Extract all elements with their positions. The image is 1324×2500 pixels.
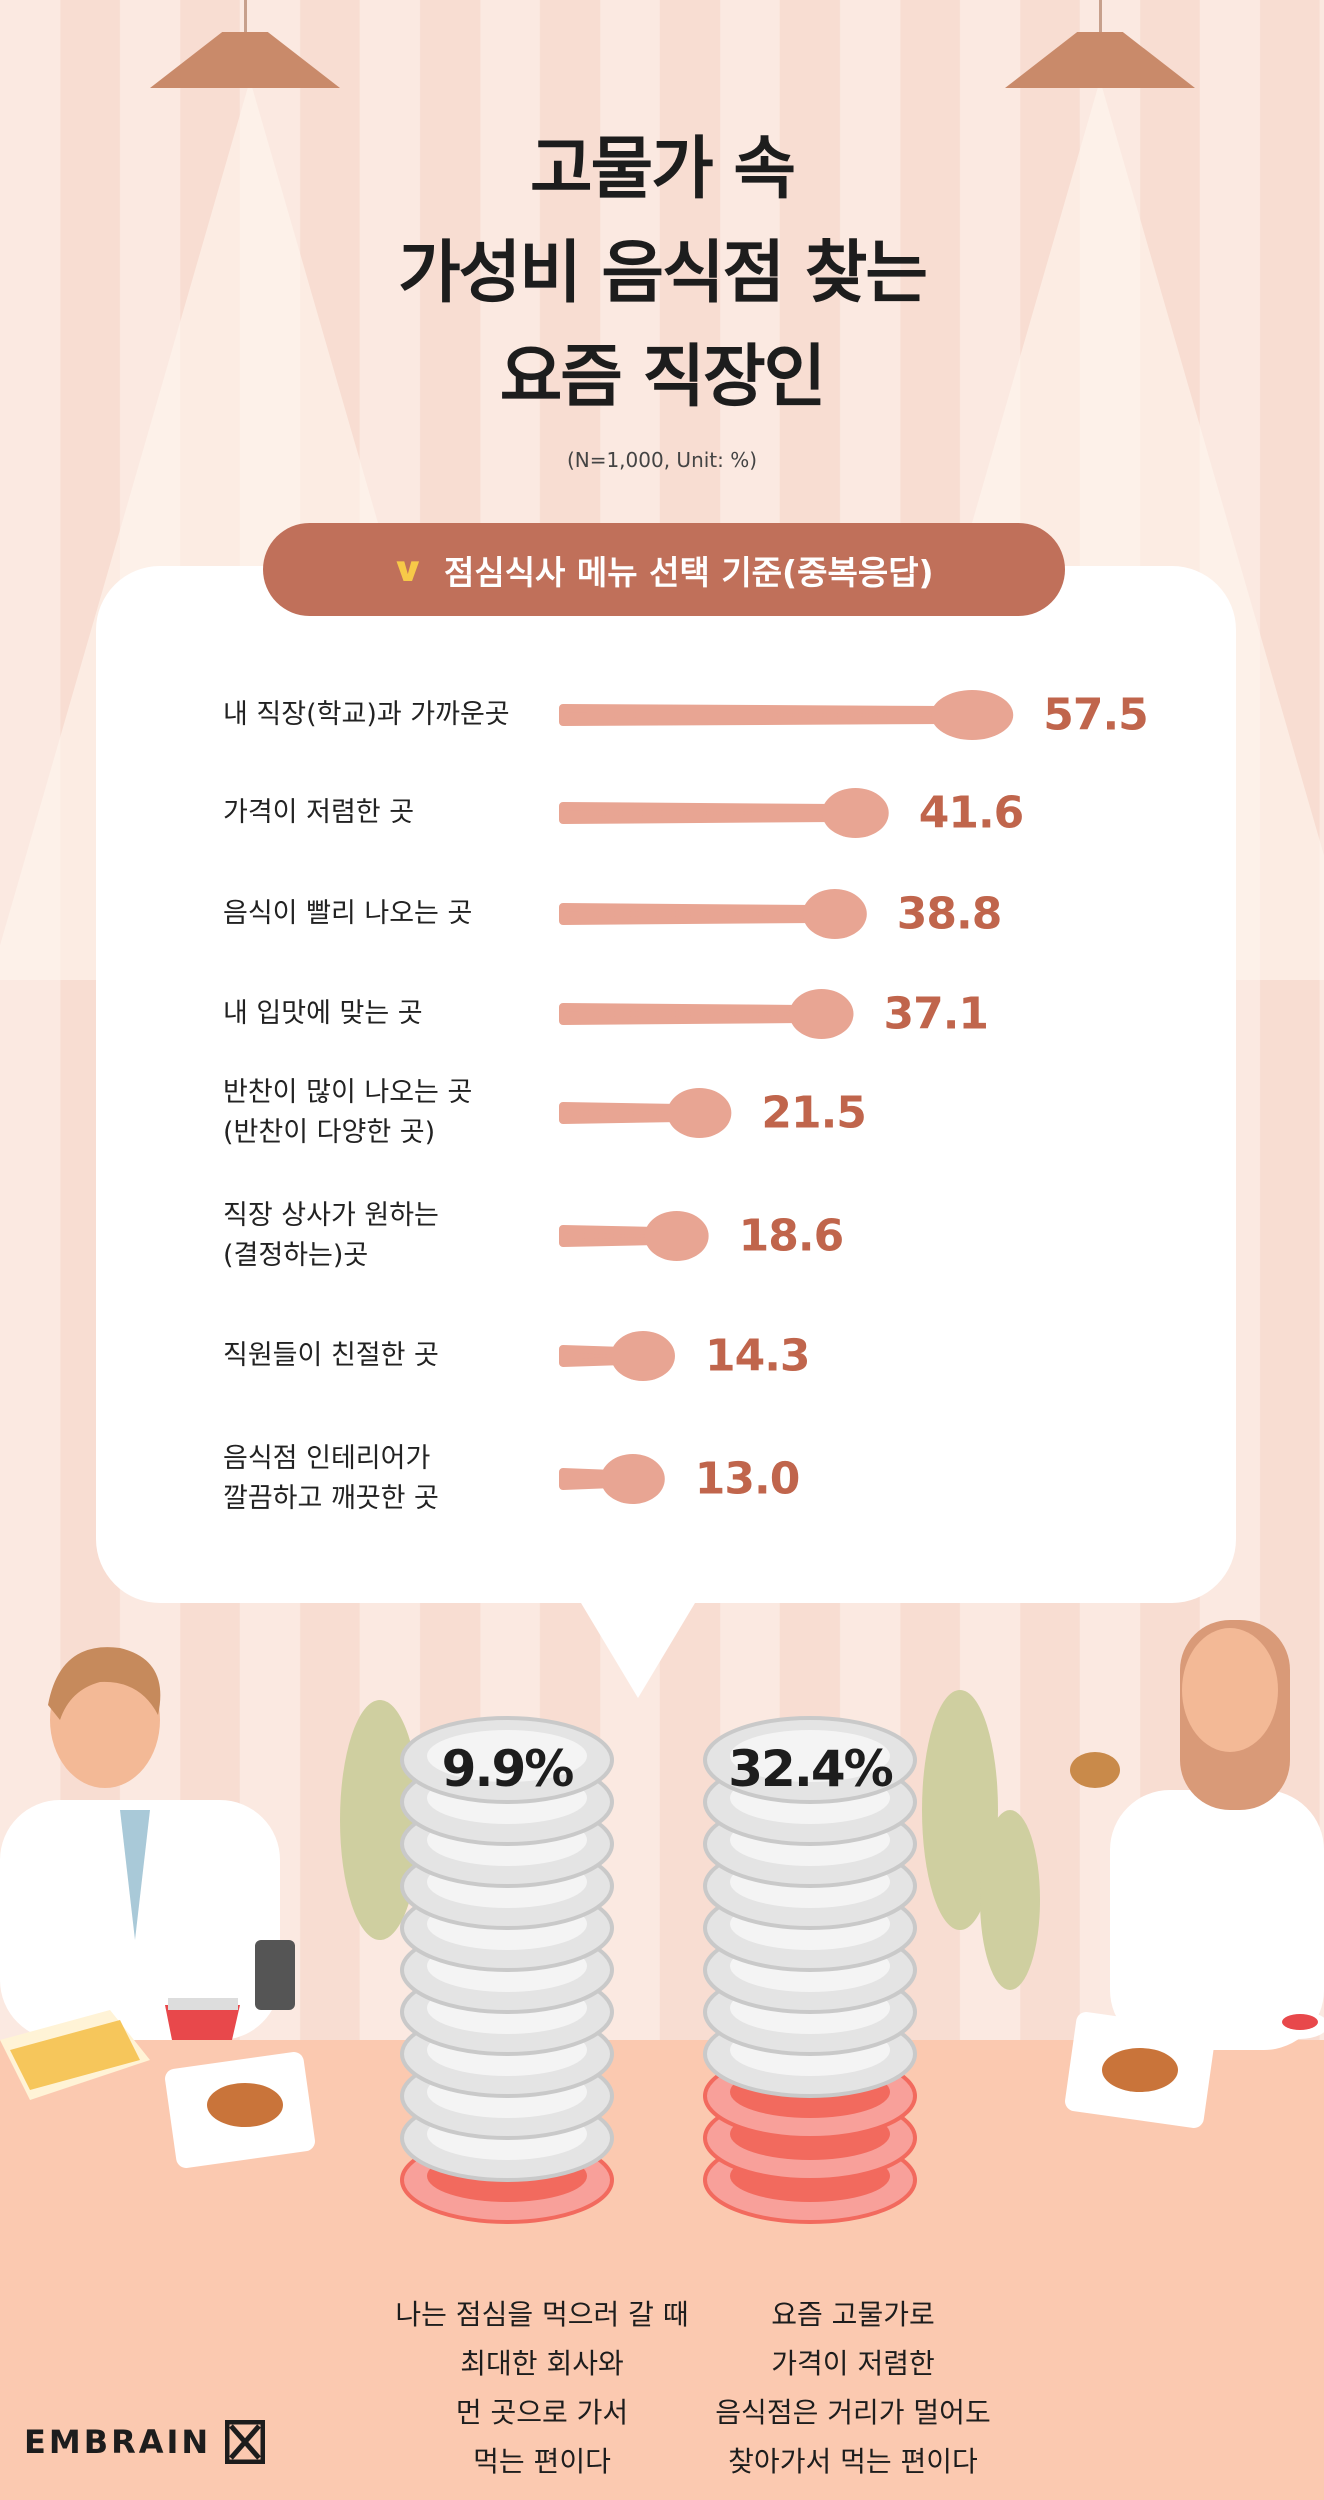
cola-cup-icon (165, 1998, 240, 2040)
value-label: 57.5 (1043, 689, 1149, 741)
brand-name: EMBRAIN (24, 2423, 212, 2461)
plate-caption-right: 요즘 고물가로 가격이 저렴한 음식점은 거리가 멀어도 찾아가서 먹는 편이다 (715, 2298, 991, 2478)
category-label: 내 직장(학교)과 가까운곳 (223, 699, 510, 730)
pendant-lamp-icon (1005, 0, 1195, 90)
brand-logo: EMBRAIN (24, 2420, 266, 2464)
category-label: 음식점 인테리어가 깔끔하고 깨끗한 곳 (223, 1443, 439, 1514)
section-title: 점심식사 메뉴 선택 기준(중복응답) (443, 552, 934, 592)
plant-icon (340, 1690, 1040, 1990)
chevron-down-icon: ∨ (390, 549, 427, 590)
sample-note: (N=1,000, Unit: %) (566, 448, 758, 472)
page-title: 고물가 속 가성비 음식점 찾는 요즘 직장인 (0, 118, 1324, 430)
sauce-icon (1272, 2011, 1324, 2039)
title-line: 가성비 음식점 찾는 (398, 234, 928, 313)
plate-inner (427, 1730, 587, 1782)
value-label: 38.8 (896, 888, 1003, 940)
pendant-lamp-icon (150, 0, 340, 90)
value-label: 37.1 (883, 988, 989, 1040)
category-label: 직장 상사가 원하는 (결정하는)곳 (223, 1200, 439, 1271)
plate-percent-right: 32.4% (728, 1740, 893, 1798)
illustration (0, 1620, 1324, 2168)
value-label: 13.0 (694, 1453, 801, 1505)
category-label: 음식이 빨리 나오는 곳 (223, 898, 473, 929)
plate-caption-left: 나는 점심을 먹으러 갈 때 최대한 회사와 먼 곳으로 가서 먹는 편이다 (395, 2298, 689, 2478)
embrain-logo-icon (225, 2420, 266, 2464)
burger-icon (165, 2012, 1215, 2168)
value-label: 41.6 (918, 787, 1025, 839)
value-label: 18.6 (738, 1210, 845, 1262)
plate-percent-left: 9.9% (441, 1740, 575, 1798)
value-label: 21.5 (761, 1087, 867, 1139)
chart-card (96, 566, 1236, 1603)
card-pointer (578, 1598, 698, 1698)
title-line: 요즘 직장인 (499, 338, 826, 417)
plate-stacks (400, 1716, 917, 2224)
category-label: 반찬이 많이 나오는 곳 (반찬이 다양한 곳) (223, 1077, 473, 1148)
plate-inner (730, 1730, 890, 1782)
value-label: 14.3 (704, 1330, 811, 1382)
category-label: 내 입맛에 맞는 곳 (223, 998, 423, 1029)
fries-icon (0, 2010, 150, 2100)
section-header: ∨ 점심식사 메뉴 선택 기준(중복응답) (263, 523, 1065, 616)
category-label: 직원들이 친절한 곳 (223, 1340, 439, 1371)
category-label: 가격이 저렴한 곳 (223, 797, 415, 828)
title-line: 고물가 속 (530, 130, 796, 209)
man-illustration (0, 1647, 295, 2040)
woman-illustration (1070, 1620, 1324, 2050)
